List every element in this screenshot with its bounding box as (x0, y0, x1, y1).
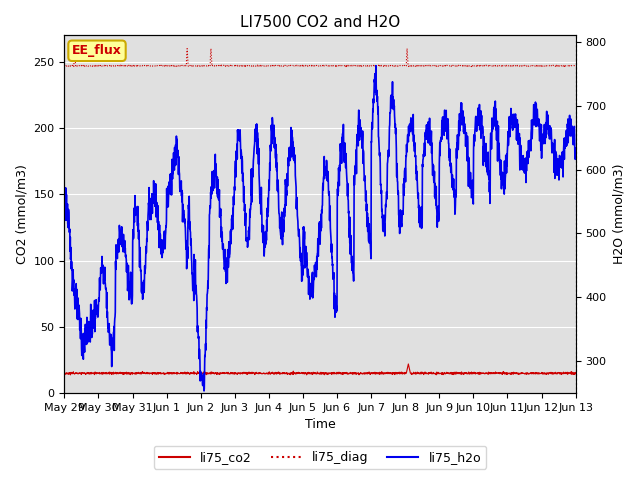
li75_co2 (309, 369, 317, 375)
li75_h2o (463, 133, 471, 139)
li75_h2o (200, 388, 208, 394)
li75_h2o (86, 317, 94, 323)
Line: li75_co2: li75_co2 (65, 364, 575, 375)
li75_diag (296, 63, 304, 69)
li75_h2o (309, 290, 317, 296)
li75_diag (61, 63, 68, 69)
li75_co2 (557, 372, 565, 377)
li75_diag (127, 64, 135, 70)
Line: li75_diag: li75_diag (65, 48, 575, 67)
Title: LI7500 CO2 and H2O: LI7500 CO2 and H2O (240, 15, 400, 30)
li75_h2o (372, 63, 380, 69)
li75_co2 (557, 371, 565, 376)
li75_h2o (557, 159, 565, 165)
li75_co2 (572, 370, 579, 376)
li75_h2o (557, 159, 565, 165)
li75_co2 (296, 371, 303, 376)
li75_diag (310, 63, 317, 69)
li75_h2o (296, 242, 303, 248)
Y-axis label: H2O (mmol/m3): H2O (mmol/m3) (612, 164, 625, 264)
X-axis label: Time: Time (305, 419, 335, 432)
li75_co2 (404, 361, 412, 367)
li75_co2 (463, 371, 471, 377)
li75_co2 (61, 371, 68, 376)
li75_diag (557, 63, 565, 69)
li75_diag (572, 63, 579, 69)
li75_co2 (67, 372, 74, 378)
li75_co2 (87, 370, 95, 375)
Text: EE_flux: EE_flux (72, 44, 122, 57)
li75_diag (463, 63, 471, 69)
Y-axis label: CO2 (mmol/m3): CO2 (mmol/m3) (15, 164, 28, 264)
li75_diag (87, 63, 95, 69)
Line: li75_h2o: li75_h2o (65, 66, 575, 391)
li75_h2o (572, 145, 579, 151)
Legend: li75_co2, li75_diag, li75_h2o: li75_co2, li75_diag, li75_h2o (154, 446, 486, 469)
li75_diag (71, 46, 79, 51)
li75_diag (557, 63, 565, 69)
li75_h2o (61, 207, 68, 213)
